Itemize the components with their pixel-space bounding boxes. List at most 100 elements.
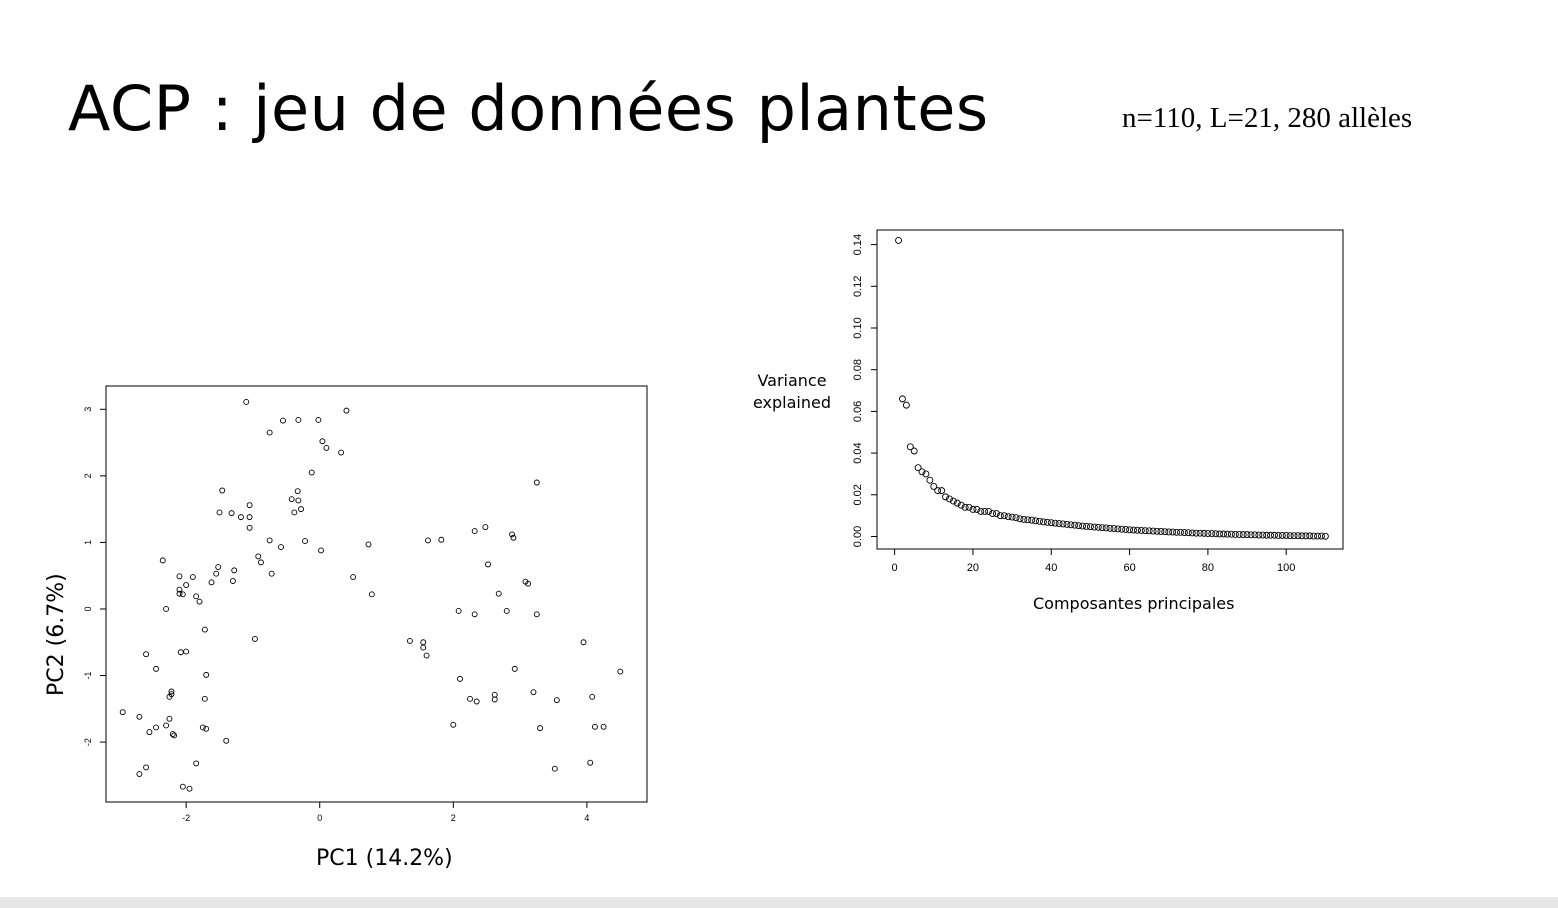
scree-y-tick-label: 0.12 [852, 276, 864, 297]
scree-point [1090, 523, 1098, 531]
scree-point [930, 483, 938, 490]
pca-point [183, 648, 190, 655]
scree-point [1086, 523, 1094, 531]
scree-point [942, 493, 949, 501]
scree-point [969, 505, 977, 513]
scree-point [1188, 529, 1196, 537]
scree-y-tick-label: 0.06 [852, 401, 864, 422]
scree-point [1122, 525, 1130, 533]
pca-point [228, 510, 235, 517]
pca-point [266, 429, 273, 436]
scree-point [1118, 525, 1126, 533]
pca-point [136, 713, 143, 720]
pca-point [491, 696, 498, 703]
scree-point [1231, 530, 1239, 538]
scree-point [1212, 530, 1220, 538]
pca-point [530, 689, 537, 696]
pca-point [302, 538, 308, 545]
scree-point [1224, 530, 1231, 538]
scree-point [1169, 528, 1177, 536]
pca-point [177, 649, 184, 656]
scree-point [1161, 528, 1169, 536]
scree-point [1255, 531, 1263, 539]
pca-point [338, 449, 345, 456]
pca-point [268, 570, 275, 577]
scree-point [1098, 524, 1106, 532]
pca-point [482, 524, 489, 531]
pca-point [183, 582, 190, 588]
scree-point [1024, 516, 1032, 524]
scree-point [1039, 518, 1047, 526]
pca-point [495, 590, 502, 597]
pca-point [511, 665, 518, 672]
pca-x-tick-label: 0 [317, 813, 322, 823]
pca-point [533, 611, 540, 618]
scree-point [1020, 515, 1028, 523]
scree-point [1220, 530, 1228, 538]
pca-point [455, 608, 462, 614]
scree-point [1079, 522, 1087, 530]
pca-point [343, 407, 350, 414]
pca-point [533, 479, 540, 486]
slide-title: ACP : jeu de données plantes [68, 72, 989, 145]
pca-point [223, 737, 230, 744]
pca-point [196, 598, 203, 605]
pca-point [153, 724, 160, 731]
pca-point [420, 644, 427, 651]
pca-point [251, 635, 258, 642]
pca-point [294, 488, 301, 495]
pca-point [471, 611, 478, 618]
pca-point [246, 514, 253, 521]
pca-x-tick-label: 2 [451, 813, 456, 823]
scree-point [1267, 531, 1275, 539]
pca-point [136, 771, 143, 777]
scree-y-tick-label: 0.08 [852, 359, 864, 380]
pca-point [319, 438, 326, 445]
pca-point [295, 497, 302, 504]
pca-y-axis-label: PC2 (6.7%) [44, 573, 69, 696]
pca-point [350, 574, 357, 580]
scree-point [1043, 518, 1051, 526]
scree-point [1180, 529, 1188, 536]
scree-y-tick-label: 0.02 [852, 484, 864, 505]
scree-y-tick-label: 0.14 [852, 234, 864, 255]
pca-point [176, 586, 183, 593]
pca-point [193, 760, 200, 767]
pca-y-tick-label: 3 [83, 407, 93, 412]
scree-y-tick-label: 0.00 [852, 526, 864, 547]
pca-point [510, 534, 517, 541]
scree-point [1071, 521, 1079, 529]
pca-point [203, 725, 210, 732]
scree-point [1000, 512, 1008, 520]
scree-point [1051, 519, 1059, 527]
pca-point [176, 590, 183, 597]
pca-point [143, 651, 150, 658]
pca-point [255, 553, 262, 560]
scree-point [996, 512, 1004, 520]
scree-x-tick-label: 80 [1202, 562, 1214, 574]
scree-point [1271, 531, 1278, 539]
scree-point [1110, 525, 1118, 533]
scree-y-axis-label: Variance explained [752, 371, 832, 412]
scree-point [1200, 529, 1208, 537]
scree-point [1016, 515, 1024, 523]
scree-x-tick-label: 100 [1277, 562, 1295, 574]
pca-y-tick-label: 1 [83, 540, 93, 545]
pca-x-axis-label: PC1 (14.2%) [316, 846, 453, 871]
scree-point [895, 236, 902, 244]
slide-subtitle: n=110, L=21, 280 allèles [1122, 102, 1413, 134]
scree-point [985, 508, 993, 515]
scree-point [1306, 532, 1314, 540]
scree-point [938, 487, 946, 495]
scree-point [1216, 530, 1224, 538]
scree-point [1259, 531, 1267, 539]
scree-point [902, 401, 910, 409]
scree-point [1012, 514, 1020, 522]
scree-x-tick-label: 20 [967, 562, 979, 574]
pca-point [315, 416, 322, 423]
pca-point [246, 524, 253, 531]
pca-point [231, 567, 238, 574]
pca-point [168, 688, 175, 695]
scree-point [1145, 527, 1153, 535]
scree-point [1063, 520, 1071, 528]
